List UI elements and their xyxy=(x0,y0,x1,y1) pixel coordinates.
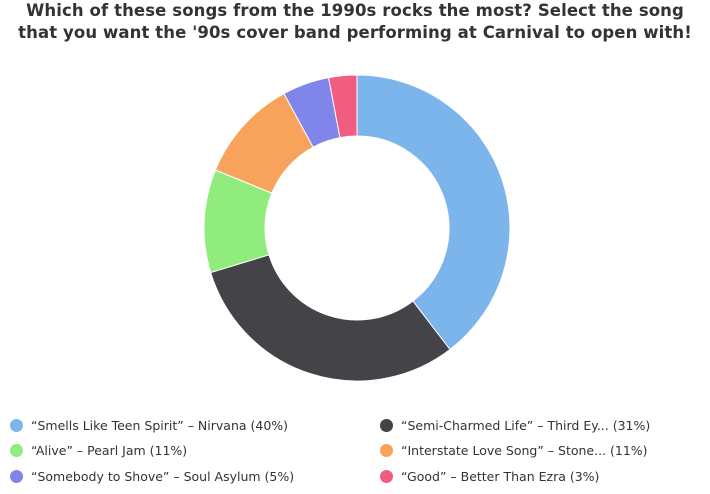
legend-item-2[interactable]: “Semi-Charmed Life” – Third Ey... (31%) xyxy=(380,415,650,435)
chart-title-line-2: that you want the '90s cover band perfor… xyxy=(18,23,692,42)
legend-label: “Good” – Better Than Ezra (3%) xyxy=(401,468,600,484)
donut-slice-6[interactable] xyxy=(328,74,358,139)
legend-marker xyxy=(10,418,23,432)
legend-label: “Semi-Charmed Life” – Third Ey... (31%) xyxy=(401,417,651,433)
legend-label: “Smells Like Teen Spirit” – Nirvana (40%… xyxy=(31,417,289,433)
legend-marker xyxy=(380,418,393,432)
legend-marker xyxy=(380,469,393,483)
legend-marker xyxy=(380,443,393,457)
donut-slice-1[interactable] xyxy=(356,74,511,350)
legend-label: “Somebody to Shove” – Soul Asylum (5%) xyxy=(31,468,295,484)
legend-item-5[interactable]: “Somebody to Shove” – Soul Asylum (5%) xyxy=(10,466,294,486)
legend-item-1[interactable]: “Smells Like Teen Spirit” – Nirvana (40%… xyxy=(10,415,288,435)
legend-item-6[interactable]: “Good” – Better Than Ezra (3%) xyxy=(380,466,599,486)
chart-title-line-1: Which of these songs from the 1990s rock… xyxy=(26,1,684,20)
donut-slice-2[interactable] xyxy=(210,254,451,382)
chart-title: Which of these songs from the 1990s rock… xyxy=(0,0,710,44)
legend-label: “Alive” – Pearl Jam (11%) xyxy=(31,442,188,458)
legend-marker xyxy=(10,443,23,457)
legend-label: “Interstate Love Song” – Stone... (11%) xyxy=(401,442,648,458)
donut-slices xyxy=(203,74,511,382)
legend-marker xyxy=(10,469,23,483)
legend-item-3[interactable]: “Alive” – Pearl Jam (11%) xyxy=(10,440,187,460)
legend-item-4[interactable]: “Interstate Love Song” – Stone... (11%) xyxy=(380,440,648,460)
